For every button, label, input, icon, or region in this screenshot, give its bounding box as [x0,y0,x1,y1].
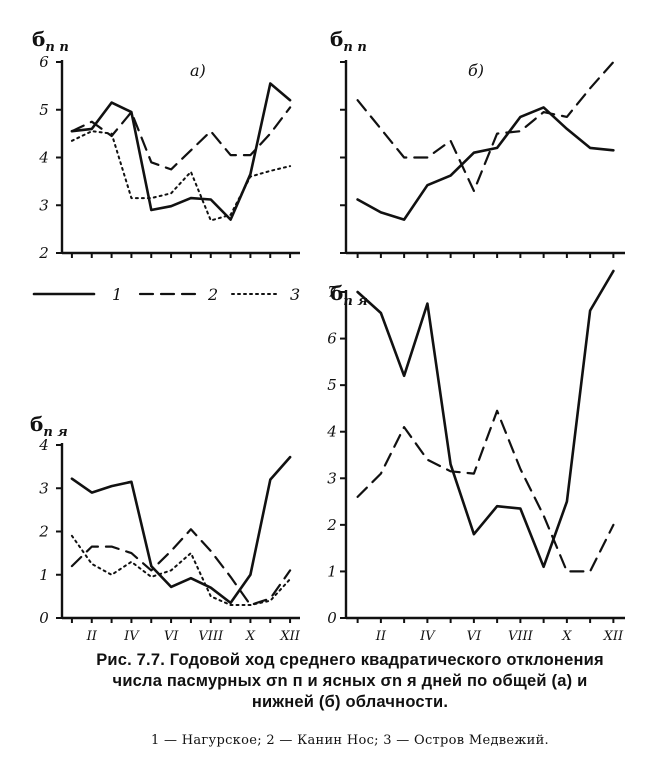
panel-top-left: 2 3 4 5 6бn п а) [32,27,300,262]
y-tick-label: 0 [327,609,337,627]
y-tick-label: 1 [39,566,49,584]
x-tick-label: VI [164,629,179,644]
y-tick-label: 2 [38,523,49,541]
y-tick-label: 5 [327,376,337,394]
y-tick-label: 4 [38,149,49,167]
x-tick-label: II [86,629,98,644]
y-tick-label: 4 [38,436,49,454]
y-tick-label: 3 [39,479,49,497]
series-line-2 [356,60,615,192]
y-tick-label: 3 [327,469,337,487]
x-tick-label: VIII [508,629,534,644]
series-line-3 [70,130,292,222]
x-tick-label: II [375,629,387,644]
figure-caption: Рис. 7.7. Годовой ход среднего квадратич… [96,651,604,711]
panel-label: б) [468,61,484,80]
y-tick-label: 6 [39,53,49,71]
y-tick-label: 2 [38,244,49,262]
y-axis-label: бn п [330,27,367,55]
x-tick-label: VI [467,629,482,644]
series-line-2 [356,409,615,573]
panel-top-right: бn п б) [330,27,625,258]
series-line-3 [70,534,292,606]
y-tick-label: 4 [326,423,337,441]
series-line-1 [70,455,292,605]
panel-bottom-left: 0 1 2 3 4 II IV VI VIII X XII бn я [30,412,301,644]
y-tick-label: 3 [39,196,49,214]
y-tick-label: 2 [326,516,337,534]
y-axis-label: бn п [32,27,69,55]
legend: 1 2 3 [32,285,300,304]
legend-label-3: 3 [290,285,300,304]
legend-label-1: 1 [112,285,122,304]
series-line-1 [356,269,615,569]
series-line-1 [356,106,615,221]
y-axis-label: бn я [30,412,68,440]
legend-caption: 1 — Нагурское; 2 — Канин Нос; 3 — Остров… [151,733,549,748]
x-tick-label: IV [419,629,436,644]
legend-label-2: 2 [207,285,218,304]
x-tick-label: IV [123,629,140,644]
y-tick-label: 1 [327,562,337,580]
panel-bottom-right: 0 1 2 3 4 5 6 7 II IV VI VIII X XII бn я [326,269,625,644]
x-tick-label: XII [603,629,624,644]
panel-label: а) [190,61,206,80]
y-axis-label: бn я [330,281,368,309]
x-tick-label: VIII [198,629,224,644]
y-tick-label: 6 [327,330,337,348]
y-tick-label: 0 [39,609,49,627]
x-tick-label: X [561,629,572,644]
series-line-1 [70,82,292,221]
y-tick-label: 5 [39,101,49,119]
x-tick-label: X [245,629,256,644]
y-tick-label: 7 [327,283,337,301]
x-tick-label: XII [279,629,300,644]
